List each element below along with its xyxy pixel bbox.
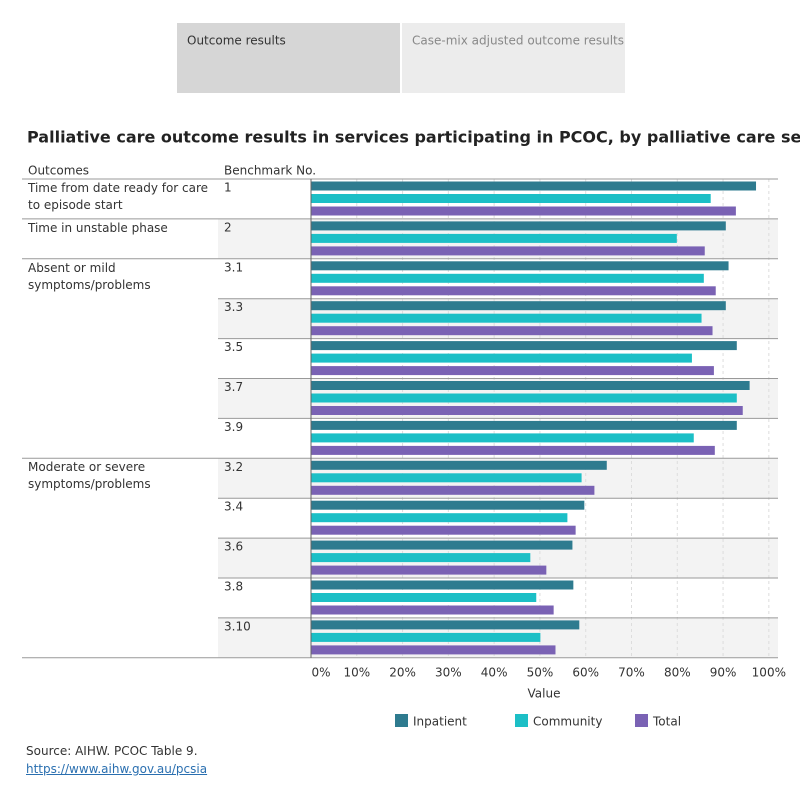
- bar: [311, 593, 537, 602]
- bar: [311, 445, 715, 455]
- bar: [311, 326, 713, 336]
- bar: [311, 525, 576, 535]
- tab-label[interactable]: Case-mix adjusted outcome results: [412, 34, 624, 48]
- benchmark-label: 3.2: [224, 460, 243, 474]
- bar: [311, 420, 737, 430]
- x-tick-label: 80%: [664, 666, 691, 680]
- bar: [311, 460, 607, 470]
- bar: [311, 301, 726, 311]
- bar: [311, 381, 750, 390]
- x-tick-label: 50%: [527, 666, 554, 680]
- bar: [311, 233, 677, 243]
- benchmark-label: 3.1: [224, 260, 243, 274]
- bar: [311, 393, 737, 403]
- bar: [311, 341, 737, 351]
- legend-label: Total: [652, 715, 681, 729]
- bar: [311, 366, 714, 376]
- bar: [311, 313, 702, 323]
- benchmark-label: 3.8: [224, 580, 243, 594]
- legend-label: Community: [533, 715, 602, 729]
- bar: [311, 206, 736, 216]
- bar: [311, 565, 547, 575]
- bar: [311, 605, 554, 615]
- benchmark-label: 3.4: [224, 500, 243, 514]
- source: Source: AIHW. PCOC Table 9.: [26, 744, 198, 758]
- benchmark-label: 3.5: [224, 340, 243, 354]
- column-header: Outcomes: [28, 164, 89, 178]
- bar: [311, 353, 692, 363]
- bar: [311, 433, 694, 443]
- x-tick-label: 70%: [618, 666, 645, 680]
- bar: [311, 540, 573, 550]
- bar: [311, 194, 711, 203]
- benchmark-label: 3.10: [224, 619, 251, 633]
- bar: [311, 500, 585, 510]
- bar: [311, 273, 704, 283]
- x-tick-label: 10%: [343, 666, 370, 680]
- x-tick-label: 30%: [435, 666, 462, 680]
- outcome-label: Absent or mild symptoms/problems: [28, 260, 151, 292]
- outcome-label: Time in unstable phase: [28, 220, 168, 235]
- bar: [311, 485, 595, 495]
- tab-label[interactable]: Outcome results: [187, 34, 286, 48]
- bar: [311, 261, 729, 271]
- bar: [311, 406, 743, 415]
- tab[interactable]: [402, 23, 625, 93]
- bar: [311, 645, 556, 655]
- column-header: Benchmark No.: [224, 164, 316, 178]
- tab-active[interactable]: [177, 23, 400, 93]
- x-axis-label: Value: [528, 687, 561, 701]
- bar: [311, 181, 757, 191]
- benchmark-label: 3.9: [224, 420, 243, 434]
- bar: [311, 513, 568, 523]
- bar: [311, 246, 705, 256]
- benchmark-label: 3.3: [224, 300, 243, 314]
- legend-swatch: [395, 714, 408, 727]
- outcome-label: Time from date ready for care to episode…: [28, 181, 209, 212]
- outcome-label: Moderate or severe symptoms/problems: [28, 460, 151, 492]
- benchmark-label: 3.7: [224, 380, 243, 394]
- x-tick-label: 20%: [389, 666, 416, 680]
- bar: [311, 580, 574, 590]
- bar: [311, 620, 580, 630]
- bar: [311, 632, 541, 642]
- x-tick-label: 40%: [481, 666, 508, 680]
- bar: [311, 553, 531, 563]
- bar: [311, 286, 716, 296]
- benchmark-label: 2: [224, 220, 232, 234]
- benchmark-label: 1: [224, 181, 232, 195]
- x-tick-label: 0%: [311, 666, 330, 680]
- x-tick-label: 90%: [710, 666, 737, 680]
- legend-label: Inpatient: [413, 715, 467, 729]
- bar: [311, 221, 726, 231]
- source-link[interactable]: https://www.aihw.gov.au/pcsia: [26, 762, 208, 776]
- x-tick-label: 100%: [752, 666, 786, 680]
- x-tick-label: 60%: [572, 666, 599, 680]
- bar: [311, 473, 582, 483]
- benchmark-label: 3.6: [224, 540, 243, 554]
- legend-swatch: [635, 714, 648, 727]
- legend-swatch: [515, 714, 528, 727]
- chart-title: Palliative care outcome results in servi…: [27, 128, 800, 147]
